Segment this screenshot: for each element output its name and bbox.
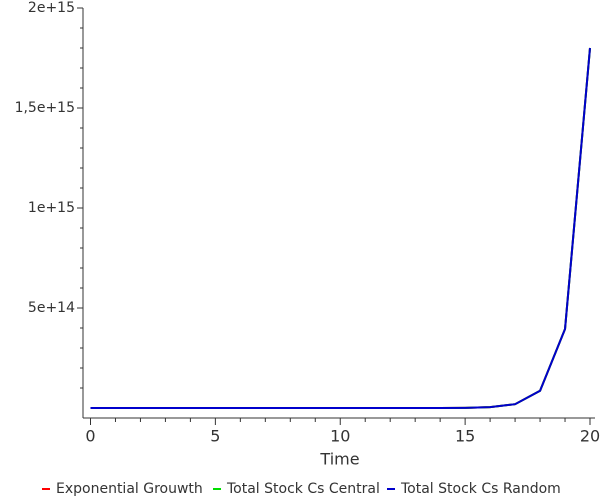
legend-label: Exponential Grouwth xyxy=(56,481,203,497)
y-tick-label: 1,5e+15 xyxy=(15,100,75,116)
series-line xyxy=(90,47,592,409)
series-line xyxy=(90,47,592,409)
y-tick-label: 2e+15 xyxy=(28,0,75,16)
x-tick-label: 0 xyxy=(85,427,95,446)
y-tick-label: 1e+15 xyxy=(28,200,75,216)
x-tick-label: 20 xyxy=(580,427,600,446)
series-line xyxy=(90,47,592,409)
x-tick-label: 5 xyxy=(210,427,220,446)
x-tick-label: 10 xyxy=(330,427,350,446)
x-tick-label: 15 xyxy=(455,427,475,446)
legend-label: Total Stock Cs Central xyxy=(226,481,380,497)
legend-label: Total Stock Cs Random xyxy=(400,481,561,497)
x-axis-label: Time xyxy=(319,450,359,469)
y-tick-label: 5e+14 xyxy=(28,300,75,316)
